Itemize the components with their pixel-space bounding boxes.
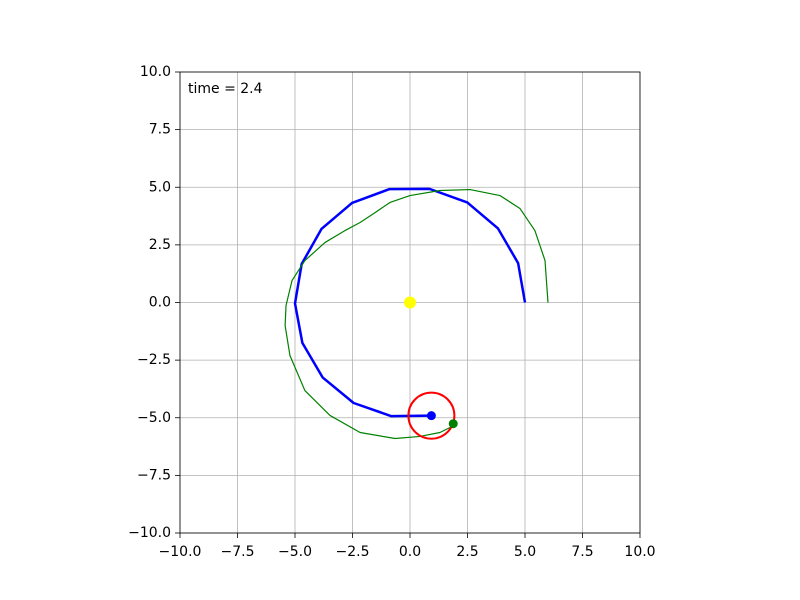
y-tick-label: −5.0: [137, 410, 171, 426]
x-tick-label: 10.0: [624, 544, 655, 560]
y-tick-label: −7.5: [137, 467, 171, 483]
y-tick-label: −2.5: [137, 352, 171, 368]
x-tick-label: −7.5: [221, 544, 255, 560]
x-tick-label: 0.0: [399, 544, 421, 560]
y-tick-label: 7.5: [149, 122, 171, 138]
y-tick-label: 5.0: [149, 179, 171, 195]
x-tick-label: 7.5: [571, 544, 593, 560]
body-point: [448, 419, 458, 429]
y-tick-label: 2.5: [149, 237, 171, 253]
x-tick-label: 2.5: [456, 544, 478, 560]
orbit-circle: [407, 391, 456, 440]
y-tick-label: 10.0: [140, 64, 171, 80]
annotation: time = 2.4: [188, 81, 263, 97]
y-tick-label: −10.0: [128, 525, 171, 541]
body-point: [404, 296, 416, 309]
x-tick-label: −5.0: [278, 544, 312, 560]
x-tick-label: −10.0: [159, 544, 202, 560]
y-tick-label: 0.0: [149, 295, 171, 311]
trajectory-line: [293, 187, 527, 418]
trajectory-line: [284, 188, 549, 440]
x-tick-label: 5.0: [514, 544, 536, 560]
body-point: [426, 411, 436, 421]
x-tick-label: −2.5: [336, 544, 370, 560]
